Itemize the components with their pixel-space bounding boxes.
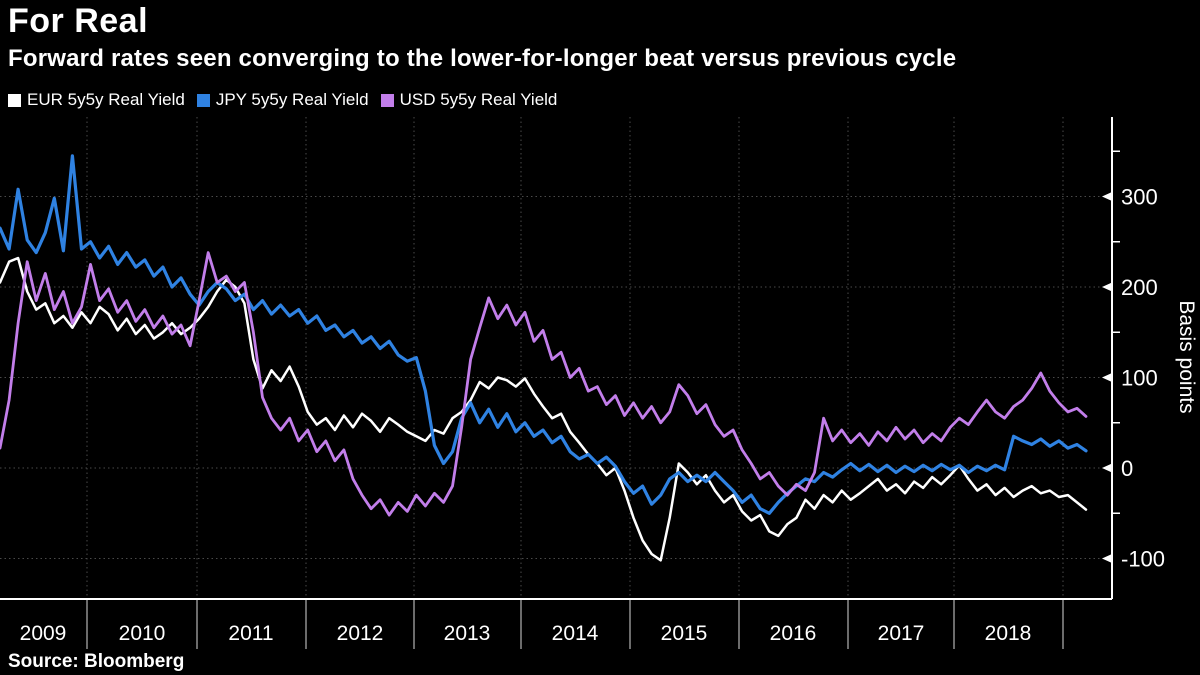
y-tick-label: 0 bbox=[1121, 456, 1133, 481]
source-attribution: Source: Bloomberg bbox=[8, 651, 185, 672]
y-tick-arrow-icon bbox=[1102, 282, 1112, 292]
series-line-usd bbox=[0, 251, 1088, 517]
y-tick-label: 100 bbox=[1121, 366, 1158, 391]
x-tick-label: 2017 bbox=[878, 622, 925, 645]
page-title: For Real bbox=[8, 2, 149, 40]
chart-subtitle: Forward rates seen converging to the low… bbox=[8, 45, 957, 72]
y-tick-arrow-icon bbox=[1102, 192, 1112, 201]
x-tick-label: 2018 bbox=[985, 622, 1032, 645]
x-tick-label: 2015 bbox=[661, 622, 708, 645]
x-tick-label: 2011 bbox=[228, 622, 273, 645]
x-tick-label: 2012 bbox=[337, 622, 384, 645]
y-axis-title: Basis points bbox=[1175, 300, 1198, 413]
series-line-eur bbox=[0, 256, 1088, 562]
legend-label-eur: EUR 5y5y Real Yield bbox=[27, 90, 185, 109]
eur-series-swatch-icon bbox=[8, 93, 21, 107]
x-tick-label: 2010 bbox=[119, 622, 166, 645]
y-tick-arrow-icon bbox=[1102, 373, 1112, 382]
y-tick-label: 200 bbox=[1121, 275, 1158, 300]
y-tick-label: -100 bbox=[1121, 547, 1165, 572]
chart-legend: EUR 5y5y Real Yield JPY 5y5y Real Yield … bbox=[8, 90, 557, 110]
legend-label-usd: USD 5y5y Real Yield bbox=[399, 90, 558, 109]
y-tick-arrow-icon bbox=[1102, 554, 1112, 563]
y-tick-arrow-icon bbox=[1102, 463, 1112, 473]
x-tick-label: 2009 bbox=[20, 622, 67, 645]
jpy-series-swatch-icon bbox=[196, 93, 210, 107]
y-tick-label: 300 bbox=[1121, 185, 1158, 210]
x-tick-label: 2013 bbox=[444, 622, 491, 645]
series-line-jpy bbox=[0, 154, 1088, 515]
legend-item-jpy: JPY 5y5y Real Yield bbox=[196, 90, 369, 110]
x-tick-label: 2016 bbox=[770, 622, 817, 645]
x-tick-label: 2014 bbox=[552, 622, 599, 645]
legend-label-jpy: JPY 5y5y Real Yield bbox=[215, 90, 369, 109]
legend-item-usd: USD 5y5y Real Yield bbox=[380, 90, 558, 110]
legend-item-eur: EUR 5y5y Real Yield bbox=[8, 90, 185, 110]
usd-series-swatch-icon bbox=[380, 93, 394, 107]
